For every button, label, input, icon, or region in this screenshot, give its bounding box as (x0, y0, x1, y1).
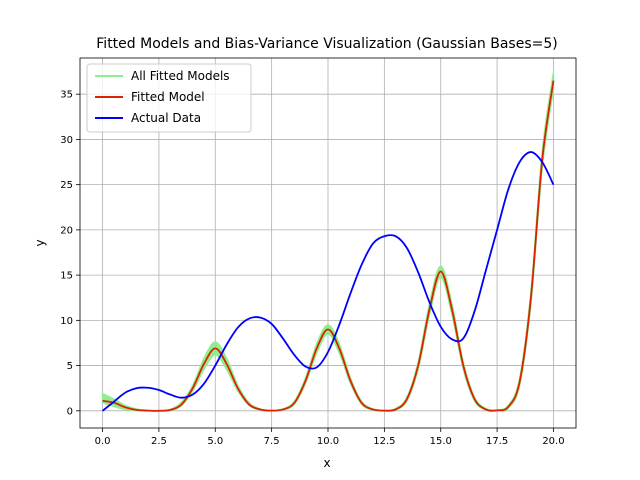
x-tick-label: 5.0 (207, 436, 223, 447)
y-tick-label: 15 (60, 271, 73, 282)
legend-label-actual-data: Actual Data (131, 111, 201, 125)
x-tick-label: 10.0 (317, 436, 339, 447)
x-tick-label: 20.0 (542, 436, 564, 447)
legend: All Fitted Models Fitted Model Actual Da… (86, 63, 252, 133)
chart-title: Fitted Models and Bias-Variance Visualiz… (96, 36, 557, 52)
y-tick-label: 30 (60, 135, 73, 146)
y-tick-label: 5 (67, 361, 73, 372)
x-axis-label: x (323, 456, 330, 470)
legend-label-fitted-model: Fitted Model (131, 90, 205, 104)
series-line-fitted-model (102, 80, 555, 412)
y-axis-label: y (33, 239, 47, 246)
x-tick-label: 7.5 (264, 436, 280, 447)
series-line-actual-data (101, 151, 555, 412)
y-tick-label: 25 (60, 180, 73, 191)
x-tick-label: 12.5 (373, 436, 395, 447)
y-tick-label: 0 (67, 406, 73, 417)
y-tick-label: 35 (60, 90, 73, 101)
y-tick-label: 20 (60, 225, 73, 236)
x-tick-label: 15.0 (430, 436, 452, 447)
x-tick-label: 2.5 (151, 436, 167, 447)
ticks-layer: 0.0 2.5 5.0 7.5 10.0 12.5 15.0 17.5 20.0 0 5 10 15 20… (60, 90, 564, 447)
legend-label-all-fitted-models: All Fitted Models (131, 69, 230, 83)
y-tick-label: 10 (60, 316, 73, 327)
legend-box (86, 63, 252, 133)
series-layer (101, 72, 555, 412)
x-tick-label: 17.5 (486, 436, 508, 447)
x-tick-label: 0.0 (95, 436, 111, 447)
